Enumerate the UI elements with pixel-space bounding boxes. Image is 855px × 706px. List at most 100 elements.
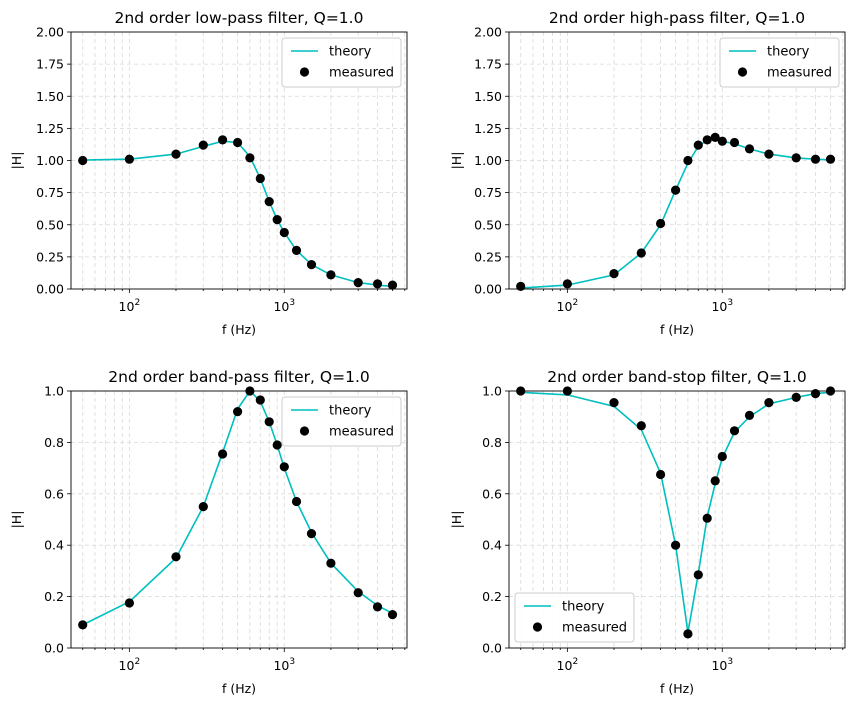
measured-point: [198, 140, 208, 150]
measured-point: [609, 398, 619, 408]
measured-point: [233, 137, 243, 148]
measured-point: [729, 137, 740, 148]
measured-point: [791, 392, 801, 402]
measured-point: [702, 513, 712, 523]
y-axis-label: |H|: [9, 511, 24, 529]
measured-point: [198, 502, 208, 512]
measured-point: [693, 140, 703, 150]
measured-point: [825, 154, 836, 164]
measured-point: [78, 620, 88, 630]
axes-frame: [508, 31, 846, 290]
y-tick-label: 0.00: [474, 282, 502, 297]
measured-point: [810, 154, 821, 164]
x-axis-label: f (Hz): [222, 681, 256, 696]
y-tick-label: 1.00: [474, 153, 502, 168]
y-tick-label: 0.4: [44, 538, 64, 553]
measured-point: [353, 588, 363, 598]
measured-point: [326, 558, 336, 568]
legend-measured-label: measured: [562, 621, 627, 636]
y-tick-label: 0.50: [474, 217, 502, 232]
legend-theory-label: theory: [329, 45, 372, 60]
measured-point: [764, 149, 774, 159]
x-tick-label: 103: [273, 298, 295, 314]
y-tick-label: 0.0: [482, 641, 502, 656]
measured-point: [171, 149, 181, 159]
y-tick-label: 1.75: [474, 57, 502, 72]
measured-point: [218, 135, 228, 145]
x-tick-label: 102: [119, 298, 141, 314]
chart-title: 2nd order high-pass filter, Q=1.0: [549, 9, 805, 27]
measured-point: [264, 417, 274, 427]
measured-point: [729, 426, 740, 436]
chart-title: 2nd order band-pass filter, Q=1.0: [108, 368, 369, 386]
y-axis-label: |H|: [9, 152, 24, 170]
measured-point: [255, 173, 265, 184]
x-tick-label: 102: [119, 657, 141, 673]
measured-point: [279, 462, 289, 472]
y-tick-label: 0.50: [36, 217, 64, 232]
y-axis-label: |H|: [449, 511, 464, 529]
y-tick-label: 1.25: [474, 121, 502, 136]
y-tick-label: 0.6: [482, 486, 502, 501]
legend-theory-label: theory: [562, 600, 605, 615]
x-tick-label: 103: [711, 657, 733, 673]
measured-point: [636, 248, 646, 258]
measured-point: [710, 476, 720, 486]
measured-point: [717, 136, 727, 146]
measured-point: [710, 132, 720, 142]
y-tick-label: 1.75: [36, 57, 64, 72]
legend-theory-label: theory: [329, 404, 372, 419]
x-tick-label: 102: [557, 657, 579, 673]
legend-measured-swatch: [299, 67, 310, 77]
measured-point: [326, 270, 336, 280]
measured-point: [764, 398, 774, 408]
legend-measured-label: measured: [329, 66, 394, 81]
measured-point: [702, 135, 712, 145]
measured-point: [306, 529, 317, 539]
chart-title: 2nd order band-stop filter, Q=1.0: [547, 368, 806, 386]
measured-point: [671, 540, 681, 550]
measured-point: [810, 389, 821, 399]
legend: theory measured: [719, 37, 840, 88]
y-tick-label: 1.25: [36, 121, 64, 136]
measured-point: [693, 570, 703, 580]
measured-point: [791, 153, 801, 163]
x-tick-label: 103: [711, 298, 733, 314]
measured-point: [636, 421, 646, 431]
measured-point: [683, 629, 693, 639]
measured-point: [279, 227, 289, 238]
legend-theory-label: theory: [767, 45, 810, 60]
measured-point: [372, 279, 383, 289]
axes-frame: [70, 31, 408, 290]
measured-point: [124, 598, 134, 608]
measured-point: [272, 440, 282, 450]
y-tick-label: 0.4: [482, 538, 502, 553]
legend-measured-label: measured: [329, 425, 394, 440]
measured-point: [306, 260, 317, 270]
y-tick-label: 0.8: [44, 435, 64, 450]
measured-point: [656, 218, 666, 229]
legend-measured-swatch: [299, 426, 310, 436]
measured-point: [233, 407, 243, 417]
measured-point: [353, 278, 363, 288]
y-tick-label: 0.8: [482, 435, 502, 450]
y-tick-label: 0.2: [44, 589, 64, 604]
measured-point: [562, 279, 573, 289]
measured-point: [218, 449, 228, 459]
legend: theory measured: [281, 396, 402, 447]
chart-panel-3: 0.0 0.2 0.4 0.6 0.8 1.0 102 103 2nd order band-p…: [9, 368, 408, 696]
chart-title: 2nd order low-pass filter, Q=1.0: [115, 9, 364, 27]
measured-point: [717, 451, 727, 462]
measured-point: [372, 602, 383, 612]
y-tick-label: 1.50: [36, 89, 64, 104]
measured-point: [272, 215, 282, 225]
measured-point: [609, 269, 619, 279]
measured-point: [124, 154, 134, 164]
y-axis-label: |H|: [449, 152, 464, 170]
axes-frame: [70, 390, 408, 649]
measured-point: [245, 153, 255, 163]
x-tick-label: 102: [557, 298, 579, 314]
y-tick-label: 2.00: [36, 25, 64, 40]
legend: theory measured: [514, 592, 635, 643]
